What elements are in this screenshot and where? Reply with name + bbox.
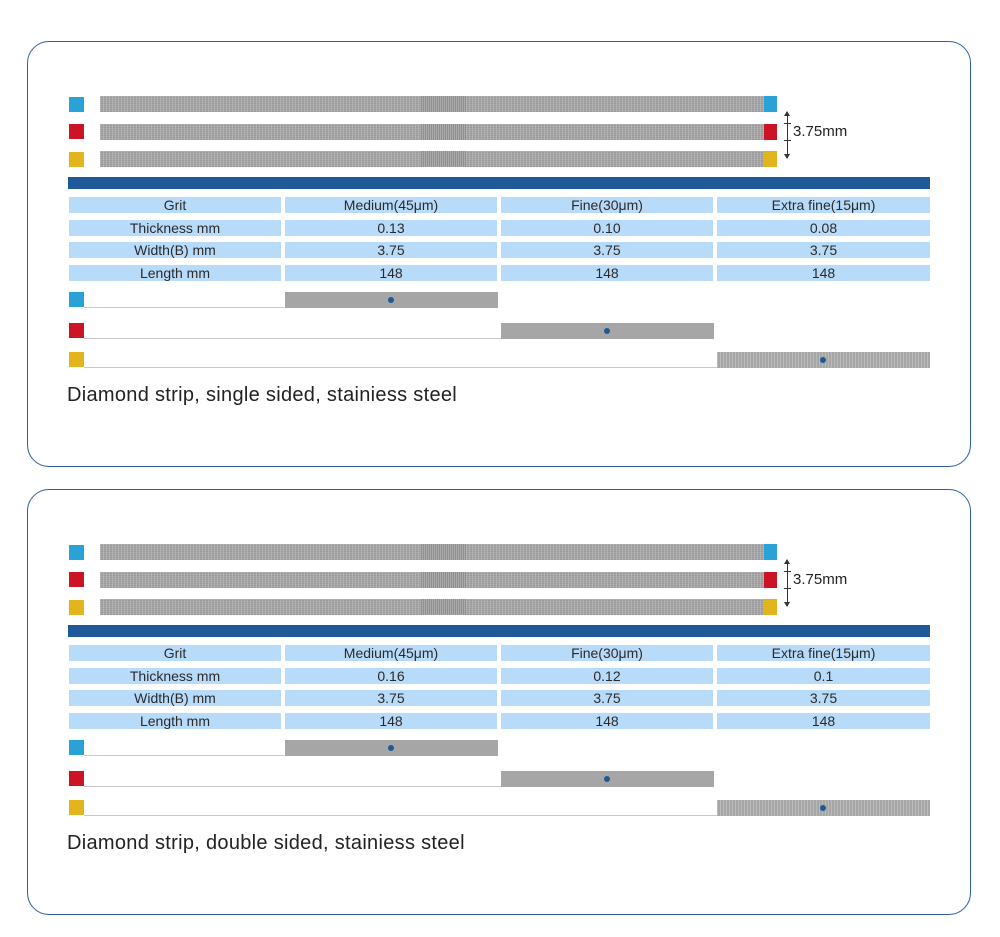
extra-fine-grit-swatch [69, 600, 84, 615]
table-cell: 0.1 [717, 668, 930, 684]
table-header-cell: Grit [69, 197, 281, 213]
extra-fine-grit-swatch [69, 800, 84, 815]
grit-row-line [84, 338, 501, 339]
extra-fine-strip-endcap [764, 599, 777, 615]
table-header-cell: Grit [69, 645, 281, 661]
table-cell: Length mm [69, 265, 281, 281]
table-cell: 148 [501, 265, 713, 281]
grit-row-line [84, 307, 284, 308]
fine-grit-swatch [69, 323, 84, 338]
table-cell: Thickness mm [69, 668, 281, 684]
table-header-cell: Fine(30μm) [501, 645, 713, 661]
extra-fine-grit-strip-diagram [717, 800, 930, 816]
table-cell: 148 [285, 713, 497, 729]
fine-grit-strip-diagram [501, 323, 714, 339]
medium-grit-swatch [69, 740, 84, 755]
table-cell: 0.13 [285, 220, 497, 236]
table-cell: 3.75 [501, 690, 713, 706]
table-header-cell: Extra fine(15μm) [717, 645, 930, 661]
table-cell: Thickness mm [69, 220, 281, 236]
table-cell: 148 [717, 265, 930, 281]
fine-grit-swatch [69, 124, 84, 139]
table-cell: 3.75 [717, 242, 930, 258]
section-divider-bar [68, 177, 930, 189]
fine-grit-swatch [69, 572, 84, 587]
fine-strip-endcap [764, 572, 777, 588]
medium-strip-image [100, 544, 764, 560]
product-card-double-sided: 3.75mm Grit Medium(45μm) Fine(30μm) Extr… [27, 489, 971, 915]
table-cell: 3.75 [285, 690, 497, 706]
table-cell: 0.12 [501, 668, 713, 684]
extra-fine-strip-image [100, 599, 764, 615]
fine-strip-image [100, 124, 764, 140]
grit-row-line [84, 815, 717, 816]
width-dimension-label: 3.75mm [793, 571, 848, 588]
extra-fine-strip-endcap [764, 151, 777, 167]
section-divider-bar [68, 625, 930, 637]
extra-fine-grit-strip-diagram [717, 352, 930, 368]
medium-grit-strip-diagram [285, 292, 498, 308]
fine-grit-swatch [69, 771, 84, 786]
table-cell: Width(B) mm [69, 242, 281, 258]
table-cell: 3.75 [501, 242, 713, 258]
table-header-cell: Medium(45μm) [285, 197, 497, 213]
table-header-cell: Medium(45μm) [285, 645, 497, 661]
table-cell: 3.75 [285, 242, 497, 258]
table-cell: 148 [717, 713, 930, 729]
medium-grit-swatch [69, 97, 84, 112]
table-cell: Width(B) mm [69, 690, 281, 706]
table-header-cell: Extra fine(15μm) [717, 197, 930, 213]
medium-grit-swatch [69, 292, 84, 307]
table-cell: 0.08 [717, 220, 930, 236]
width-dimension-label: 3.75mm [793, 123, 848, 140]
fine-strip-endcap [764, 124, 777, 140]
medium-grit-swatch [69, 545, 84, 560]
product-caption: Diamond strip, double sided, stainiess s… [67, 832, 465, 854]
table-cell: 148 [285, 265, 497, 281]
extra-fine-strip-image [100, 151, 764, 167]
extra-fine-grit-swatch [69, 152, 84, 167]
medium-grit-strip-diagram [285, 740, 498, 756]
fine-strip-image [100, 572, 764, 588]
table-cell: 0.16 [285, 668, 497, 684]
grit-row-line [84, 755, 284, 756]
grit-row-line [84, 367, 717, 368]
grit-row-line [84, 786, 501, 787]
extra-fine-grit-swatch [69, 352, 84, 367]
medium-strip-endcap [764, 96, 777, 112]
table-cell: Length mm [69, 713, 281, 729]
table-header-cell: Fine(30μm) [501, 197, 713, 213]
medium-strip-endcap [764, 544, 777, 560]
product-card-single-sided: 3.75mm Grit Medium(45μm) Fine(30μm) Extr… [27, 41, 971, 467]
table-cell: 0.10 [501, 220, 713, 236]
product-caption: Diamond strip, single sided, stainiess s… [67, 384, 458, 406]
fine-grit-strip-diagram [501, 771, 714, 787]
table-cell: 3.75 [717, 690, 930, 706]
medium-strip-image [100, 96, 764, 112]
table-cell: 148 [501, 713, 713, 729]
